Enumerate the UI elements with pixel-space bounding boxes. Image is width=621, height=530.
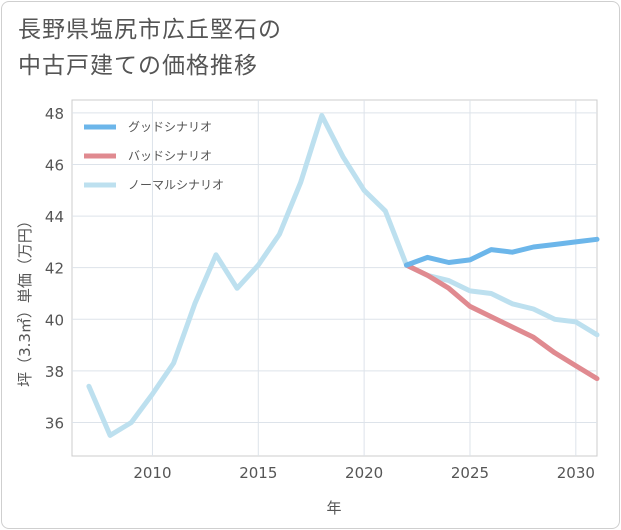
y-tick-label: 38 [45, 363, 64, 381]
x-tick-label: 2025 [451, 464, 489, 482]
legend-label-1: バッドシナリオ [128, 149, 212, 163]
series-line-2 [86, 113, 600, 438]
y-tick-label: 44 [45, 208, 64, 226]
legend-label-2: ノーマルシナリオ [128, 178, 224, 192]
x-axis-label: 年 [326, 499, 341, 517]
chart-title-line-1: 長野県塩尻市広丘堅石の [18, 17, 282, 43]
plot-area [71, 99, 598, 457]
y-axis-label: 坪（3.3㎡）単価（万円） [16, 213, 34, 387]
series-line-0 [404, 236, 600, 268]
x-tick-label: 2010 [133, 464, 171, 482]
y-tick-label: 42 [45, 260, 64, 278]
series-line-1 [404, 262, 600, 382]
chart-title: 長野県塩尻市広丘堅石の 中古戸建ての価格推移 [18, 12, 282, 84]
chart-title-line-2: 中古戸建ての価格推移 [18, 53, 258, 79]
y-tick-label: 48 [45, 105, 64, 123]
y-tick-label: 46 [45, 156, 64, 174]
y-tick-label: 36 [45, 414, 64, 432]
x-tick-label: 2015 [239, 464, 277, 482]
y-tick-labels: 36 38 40 42 44 46 48 [45, 105, 64, 433]
x-tick-label: 2020 [345, 464, 383, 482]
y-tick-label: 40 [45, 311, 64, 329]
legend-label-0: グッドシナリオ [128, 120, 212, 134]
x-tick-label: 2030 [557, 464, 595, 482]
series-lines [86, 113, 600, 438]
x-tick-labels: 2010 2015 2020 2025 2030 [133, 464, 595, 482]
grid-lines [72, 100, 597, 456]
